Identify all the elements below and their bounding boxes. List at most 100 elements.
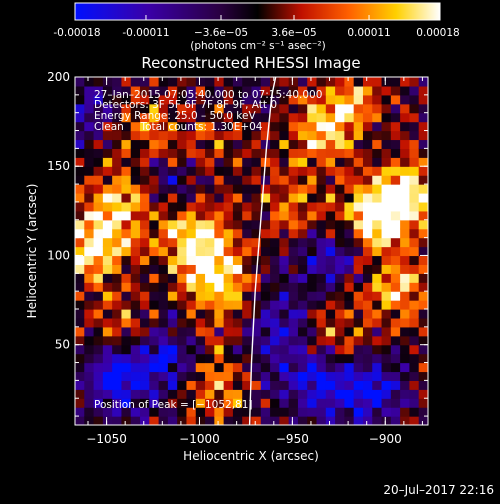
heatmap-cell — [288, 264, 299, 274]
heatmap-cell — [140, 264, 150, 274]
heatmap-cell — [409, 77, 420, 87]
heatmap-cell — [93, 85, 104, 96]
heatmap-cell — [112, 228, 123, 239]
heatmap-cell — [297, 273, 308, 283]
heatmap-cell — [177, 300, 188, 310]
heatmap-cell — [297, 380, 308, 390]
heatmap-cell — [177, 130, 188, 141]
heatmap-cell — [381, 371, 392, 381]
heatmap-cell — [214, 228, 225, 239]
heatmap-cell — [344, 184, 355, 194]
heatmap-cell — [242, 335, 253, 346]
heatmap-cell — [353, 94, 364, 105]
heatmap-cell — [242, 94, 253, 105]
heatmap-cell — [362, 398, 373, 408]
heatmap-cell — [214, 184, 225, 194]
heatmap-cell — [93, 326, 104, 337]
heatmap-cell — [232, 210, 243, 221]
heatmap-cell — [372, 416, 383, 425]
heatmap-cell — [205, 264, 215, 274]
heatmap-cell — [400, 326, 411, 337]
heatmap-cell — [102, 291, 113, 301]
heatmap-cell — [158, 309, 169, 319]
heatmap-cell — [140, 335, 150, 346]
colorbar-unit-label: (photons cm⁻² s⁻¹ asec⁻²) — [190, 40, 325, 52]
heatmap-cell — [112, 371, 123, 381]
heatmap-cell — [279, 237, 290, 248]
heatmap-cell — [130, 317, 141, 328]
heatmap-cell — [232, 362, 243, 373]
heatmap-cell — [232, 157, 243, 167]
heatmap-cell — [167, 317, 178, 328]
heatmap-cell — [325, 335, 336, 346]
heatmap-cell — [335, 121, 345, 132]
heatmap-cell — [260, 184, 271, 194]
heatmap-cell — [93, 380, 104, 390]
heatmap-cell — [84, 317, 95, 328]
heatmap-cell — [84, 103, 95, 114]
heatmap-cell — [130, 175, 141, 185]
heatmap-cell — [251, 389, 262, 399]
heatmap-cell — [344, 407, 355, 417]
heatmap-cell — [335, 389, 345, 399]
heatmap-cell — [418, 157, 428, 167]
heatmap-cell — [93, 219, 104, 230]
heatmap-cell — [353, 344, 364, 355]
heatmap-cell — [232, 103, 243, 114]
heatmap-cell — [316, 389, 327, 399]
heatmap-cell — [102, 344, 113, 355]
heatmap-cell — [205, 112, 215, 123]
heatmap-cell — [270, 139, 280, 149]
heatmap-cell — [316, 291, 327, 301]
heatmap-cell — [140, 85, 150, 96]
heatmap-cell — [307, 148, 318, 158]
heatmap-cell — [167, 255, 178, 265]
heatmap-cell — [84, 77, 95, 87]
heatmap-cell — [400, 344, 411, 355]
heatmap-cell — [409, 362, 420, 373]
heatmap-cell — [158, 273, 169, 283]
heatmap-cell — [130, 273, 141, 283]
heatmap-cell — [93, 317, 104, 328]
heatmap-cell — [307, 309, 318, 319]
heatmap-cell — [149, 273, 160, 283]
heatmap-cell — [288, 157, 299, 167]
heatmap-cell — [260, 326, 271, 337]
heatmap-cell — [372, 282, 383, 292]
heatmap-cell — [288, 362, 299, 373]
heatmap-cell — [232, 273, 243, 283]
heatmap-cell — [260, 237, 271, 248]
heatmap-cell — [177, 94, 188, 105]
heatmap-cell — [223, 344, 234, 355]
x-tick-label: −900 — [369, 432, 402, 446]
heatmap-cell — [205, 228, 215, 239]
heatmap-cell — [205, 184, 215, 194]
heatmap-cell — [195, 103, 206, 114]
heatmap-cell — [335, 264, 345, 274]
heatmap-cell — [223, 175, 234, 185]
heatmap-cell — [167, 416, 178, 425]
heatmap-cell — [140, 166, 150, 176]
heatmap-cell — [195, 371, 206, 381]
heatmap-cell — [84, 228, 95, 239]
heatmap-cell — [149, 175, 160, 185]
heatmap-cell — [372, 219, 383, 230]
heatmap-cell — [195, 148, 206, 158]
heatmap-grid — [75, 77, 428, 425]
heatmap-cell — [353, 148, 364, 158]
heatmap-cell — [112, 77, 123, 87]
heatmap-cell — [75, 139, 85, 149]
heatmap-cell — [102, 121, 113, 132]
heatmap-cell — [232, 112, 243, 123]
heatmap-cell — [93, 193, 104, 203]
heatmap-cell — [93, 416, 104, 425]
heatmap-cell — [195, 380, 206, 390]
heatmap-cell — [381, 184, 392, 194]
heatmap-cell — [112, 300, 123, 310]
heatmap-cell — [279, 246, 290, 257]
heatmap-cell — [223, 193, 234, 203]
heatmap-cell — [260, 362, 271, 373]
heatmap-cell — [400, 407, 411, 417]
colorbar-tick-label: 0.00011 — [347, 27, 390, 39]
